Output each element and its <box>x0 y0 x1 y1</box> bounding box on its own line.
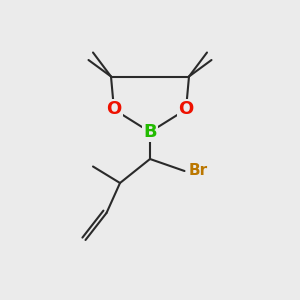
Text: B: B <box>143 123 157 141</box>
Text: O: O <box>178 100 194 118</box>
Text: Br: Br <box>188 164 208 178</box>
Text: O: O <box>106 100 122 118</box>
